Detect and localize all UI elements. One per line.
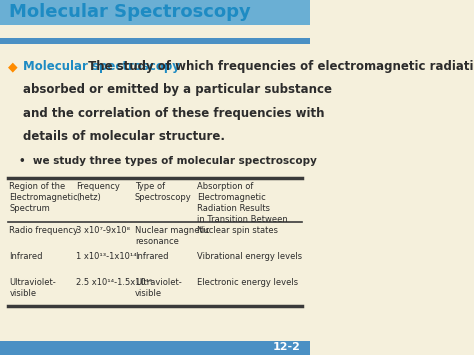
Text: Vibrational energy levels: Vibrational energy levels (197, 252, 302, 261)
Text: Nuclear magnetic
resonance: Nuclear magnetic resonance (135, 226, 210, 246)
FancyBboxPatch shape (0, 341, 310, 355)
Text: 1 x10¹³-1x10¹⁴: 1 x10¹³-1x10¹⁴ (76, 252, 137, 261)
FancyBboxPatch shape (0, 0, 310, 25)
Text: The study of which frequencies of electromagnetic radiation are: The study of which frequencies of electr… (84, 60, 474, 73)
FancyBboxPatch shape (0, 38, 310, 44)
Text: Ultraviolet-
visible: Ultraviolet- visible (9, 278, 56, 298)
Text: and the correlation of these frequencies with: and the correlation of these frequencies… (23, 106, 324, 120)
Text: Frequency
(hetz): Frequency (hetz) (76, 182, 120, 202)
Text: 12-2: 12-2 (273, 342, 301, 352)
Text: Electronic energy levels: Electronic energy levels (197, 278, 298, 287)
Text: Molecular Spectroscopy: Molecular Spectroscopy (9, 4, 251, 21)
Text: •  we study three types of molecular spectroscopy: • we study three types of molecular spec… (18, 156, 317, 166)
Text: Type of
Spectroscopy: Type of Spectroscopy (135, 182, 191, 202)
Text: absorbed or emitted by a particular substance: absorbed or emitted by a particular subs… (23, 83, 332, 97)
Text: Nuclear spin states: Nuclear spin states (197, 226, 278, 235)
Text: Absorption of
Electromagnetic
Radiation Results
in Transition Between: Absorption of Electromagnetic Radiation … (197, 182, 288, 224)
Text: 3 x10⁷-9x10⁸: 3 x10⁷-9x10⁸ (76, 226, 130, 235)
Text: Infrared: Infrared (9, 252, 43, 261)
Text: Region of the
Electromagnetic
Spectrum: Region of the Electromagnetic Spectrum (9, 182, 78, 213)
Text: ◆: ◆ (8, 60, 18, 73)
Text: Ultraviolet-
visible: Ultraviolet- visible (135, 278, 182, 298)
Text: details of molecular structure.: details of molecular structure. (23, 130, 225, 143)
Text: Molecular spectroscopy: Molecular spectroscopy (23, 60, 180, 73)
Text: Infrared: Infrared (135, 252, 168, 261)
Text: 2.5 x10¹⁴-1.5x10¹⁵: 2.5 x10¹⁴-1.5x10¹⁵ (76, 278, 153, 287)
Text: Radio frequency: Radio frequency (9, 226, 78, 235)
